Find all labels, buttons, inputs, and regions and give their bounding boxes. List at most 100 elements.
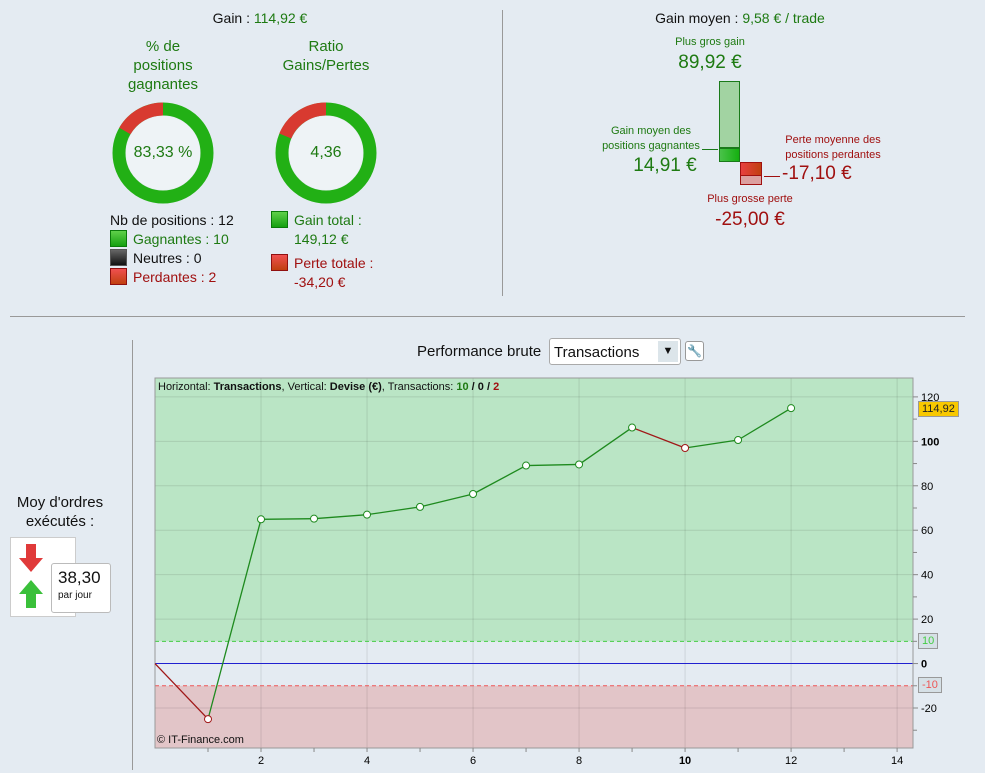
y-tick-label: -20: [921, 703, 937, 715]
arrow-down-icon: [19, 558, 43, 572]
data-point: [363, 510, 372, 519]
wrench-icon: 🔧: [687, 344, 702, 358]
y-tick-label: 60: [921, 525, 933, 537]
chart-info: Horizontal: Transactions, Vertical: Devi…: [158, 381, 500, 393]
x-tick-label: 8: [576, 755, 582, 767]
data-point: [787, 404, 796, 413]
series-segment: [472, 464, 527, 495]
series-segment: [261, 518, 315, 520]
total-gain: Gain : 114,92 €: [212, 10, 308, 26]
pct-value: 83,33 %: [133, 144, 193, 161]
copyright: © IT-Finance.com: [157, 734, 244, 746]
series-segment: [366, 506, 421, 516]
y-tick-label: 40: [921, 570, 933, 582]
biggest-gain-bar: [719, 81, 740, 148]
divider: [502, 10, 503, 296]
biggest-gain-label: Plus gros gain: [675, 36, 745, 48]
data-point: [628, 423, 637, 432]
loss-zone: [155, 685, 913, 748]
orders-label: Moy d'ordres exécutés :: [16, 494, 104, 530]
y-tick-label: 20: [921, 614, 933, 626]
positions-legend: Nb de positions : 12 Gagnantes : 10 Neut…: [110, 211, 234, 287]
orders-unit: par jour: [58, 590, 92, 601]
data-point: [681, 444, 690, 452]
y-tick-label: 0: [921, 659, 927, 671]
average-gain: Gain moyen : 9,58 € / trade: [655, 10, 825, 26]
select-value: Transactions: [554, 344, 640, 361]
avg-gain-value: 14,91 €: [633, 155, 697, 176]
loss-total-label: Perte totale :: [294, 255, 374, 271]
series-segment: [684, 439, 739, 449]
black-swatch-icon: [110, 249, 127, 266]
neutral-count: Neutres : 0: [133, 250, 202, 266]
red-swatch-icon: [271, 254, 288, 271]
loss-total-value: -34,20 €: [294, 274, 346, 290]
profit-zone: [155, 378, 913, 642]
arrow-up-icon: [19, 580, 43, 594]
y-tick-label: 120: [921, 392, 939, 404]
nb-positions: Nb de positions : 12: [110, 212, 234, 228]
green-swatch-icon: [110, 230, 127, 247]
divider: [132, 340, 133, 770]
series-segment: [419, 493, 474, 508]
data-point: [310, 514, 319, 523]
orders-value-card: 38,30 par jour: [51, 563, 111, 613]
chart-title: Performance brute: [417, 343, 542, 360]
lower-threshold-badge: -10: [918, 677, 942, 693]
plot-border: [154, 377, 914, 749]
biggest-loss-label: Plus grosse perte: [707, 193, 793, 205]
data-point: [469, 490, 478, 498]
pct-donut: [112, 102, 214, 204]
data-point: [575, 460, 584, 469]
data-point: [522, 461, 531, 470]
losing-count: Perdantes : 2: [133, 269, 217, 285]
x-tick-label: 4: [364, 755, 370, 767]
ratio-title: Ratio Gains/Pertes: [282, 38, 370, 74]
settings-wrench-button[interactable]: 🔧: [685, 341, 704, 361]
series-segment: [313, 514, 368, 520]
chart-type-select[interactable]: Transactions ▼: [549, 338, 681, 365]
x-tick-label: 2: [258, 755, 264, 767]
series-segment: [737, 407, 792, 441]
series-segment: [578, 427, 633, 465]
biggest-loss-bar: [740, 176, 762, 185]
gain-total-label: Gain total :: [294, 212, 362, 228]
pct-winning-title: % de positions gagnantes: [127, 38, 199, 93]
x-tick-label: 10: [679, 755, 691, 767]
data-point: [416, 502, 425, 511]
ratio-donut: [275, 102, 377, 204]
green-swatch-icon: [271, 211, 288, 228]
biggest-loss-value: -25,00 €: [715, 209, 785, 230]
avg-gain-bar: [719, 148, 740, 162]
avg-gain-label: Gain moyen des positions gagnantes: [602, 125, 700, 152]
data-point: [734, 436, 743, 444]
data-point: [204, 715, 213, 724]
avg-loss-label: Perte moyenne des positions perdantes: [785, 134, 881, 161]
series-segment: [207, 519, 262, 720]
x-tick-label: 12: [785, 755, 797, 767]
arrow-right-icon: [702, 149, 718, 150]
last-value-badge: 114,92: [918, 401, 959, 417]
y-tick-label: 100: [921, 436, 939, 448]
chevron-down-icon: ▼: [658, 341, 678, 362]
biggest-gain-value: 89,92 €: [678, 52, 742, 73]
divider: [10, 316, 965, 317]
series-segment: [526, 463, 580, 467]
avg-loss-value: -17,10 €: [782, 163, 852, 184]
y-tick-label: 80: [921, 481, 933, 493]
arrow-left-icon: [764, 176, 780, 177]
x-tick-label: 14: [891, 755, 903, 767]
winning-count: Gagnantes : 10: [133, 231, 229, 247]
series-segment: [154, 663, 209, 720]
x-tick-label: 6: [470, 755, 476, 767]
ratio-value: 4,36: [310, 144, 342, 161]
gain-total-value: 149,12 €: [294, 231, 349, 247]
upper-threshold-badge: 10: [918, 633, 939, 649]
avg-loss-bar: [740, 162, 762, 176]
ratio-legend: Gain total : 149,12 € Perte totale : -34…: [271, 211, 373, 292]
series-segment: [631, 426, 686, 449]
data-point: [257, 515, 266, 524]
red-swatch-icon: [110, 268, 127, 285]
orders-value: 38,30: [58, 568, 101, 587]
